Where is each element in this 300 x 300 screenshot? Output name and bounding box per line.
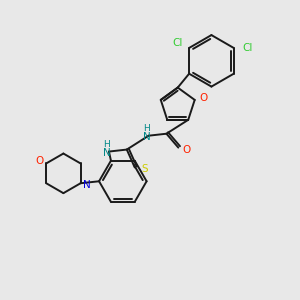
Text: O: O [35,157,44,166]
Text: Cl: Cl [172,38,182,48]
Text: N: N [103,148,111,158]
Text: N: N [143,132,151,142]
Text: S: S [141,164,148,174]
Text: N: N [82,180,90,190]
Text: H: H [103,140,110,149]
Text: O: O [200,93,208,103]
Text: H: H [143,124,150,133]
Text: Cl: Cl [242,43,253,53]
Text: O: O [182,145,190,154]
